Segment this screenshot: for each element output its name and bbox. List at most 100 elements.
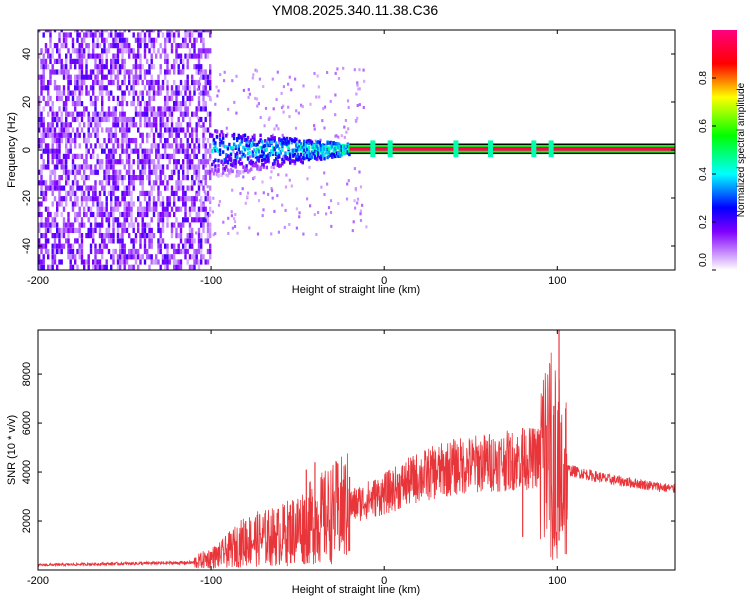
heatmap-cell (164, 122, 167, 128)
heatmap-cell (313, 213, 316, 217)
heatmap-cell (80, 43, 84, 49)
heatmap-cell (105, 111, 108, 117)
heatmap-cell (123, 132, 126, 138)
heatmap-cell (346, 150, 349, 154)
heatmap-cell (74, 169, 77, 175)
heatmap-cell (110, 211, 113, 218)
heatmap-cell (125, 37, 129, 43)
heatmap-cell (44, 222, 48, 228)
heatmap-cell (222, 220, 225, 224)
heatmap-cell (179, 196, 183, 202)
heatmap-cell (281, 141, 284, 146)
heatmap-cell (67, 180, 70, 186)
heatmap-cell (40, 222, 43, 228)
heatmap-cell (105, 143, 108, 149)
heatmap-cell (60, 248, 63, 255)
heatmap-cell (112, 122, 115, 128)
heatmap-cell (130, 222, 133, 228)
heatmap-cell (264, 143, 267, 148)
heatmap-cell (103, 211, 106, 218)
heatmap-cell (195, 196, 198, 202)
heatmap-cell (89, 32, 93, 38)
heatmap-cell (123, 217, 126, 223)
heatmap-cell (56, 264, 59, 270)
heatmap-cell (306, 177, 309, 181)
heatmap-cell (76, 37, 79, 43)
heatmap-cell (101, 53, 104, 59)
heatmap-cell (253, 175, 256, 179)
heatmap-cell (182, 127, 185, 133)
heatmap-cell (188, 254, 192, 260)
heatmap-cell (239, 157, 242, 161)
heatmap-cell (159, 238, 162, 244)
heatmap-cell (65, 127, 68, 133)
heatmap-cell (200, 233, 203, 239)
heatmap-cell (170, 143, 174, 149)
heatmap-cell (359, 185, 363, 189)
heatmap-cell (222, 162, 225, 167)
heatmap-cell (125, 190, 129, 196)
heatmap-cell (49, 74, 52, 80)
heatmap-cell (40, 122, 43, 128)
heatmap-cell (123, 222, 126, 228)
heatmap-cell (195, 146, 198, 150)
heatmap-cell (161, 143, 165, 149)
heatmap-cell (107, 227, 111, 233)
heatmap-cell (105, 90, 108, 96)
heatmap-cell (184, 79, 187, 86)
heatmap-cell (150, 169, 153, 175)
heatmap-cell (96, 169, 99, 175)
heatmap-cell (209, 122, 212, 128)
heatmap-cell (197, 248, 201, 255)
heatmap-cell (202, 37, 205, 43)
heatmap-cell (44, 30, 48, 33)
heatmap-cell (38, 127, 41, 133)
heatmap-cell (237, 136, 240, 140)
heatmap-cell (191, 196, 194, 202)
heatmap-cell (58, 95, 61, 101)
heatmap-cell (290, 184, 293, 188)
heatmap-cell (143, 69, 147, 75)
heatmap-cell (38, 122, 41, 128)
heatmap-cell (248, 168, 251, 173)
heatmap-cell (105, 233, 108, 239)
heatmap-cell (80, 248, 84, 255)
heatmap-cell (285, 173, 288, 177)
heatmap-cell (148, 90, 151, 96)
heatmap-cell (191, 53, 194, 59)
heatmap-cell (58, 196, 61, 202)
heatmap-cell (225, 173, 228, 177)
heatmap-cell (157, 48, 160, 54)
heatmap-cell (51, 101, 54, 107)
heatmap-cell (71, 180, 75, 186)
heatmap-cell (130, 164, 133, 170)
heatmap-cell (301, 156, 304, 160)
heatmap-cell (67, 238, 70, 244)
heatmap-cell (309, 139, 312, 143)
heatmap-cell (209, 196, 212, 202)
heatmap-cell (137, 148, 140, 154)
heatmap-cell (202, 206, 205, 212)
heatmap-cell (47, 153, 50, 159)
heatmap-cell (237, 133, 240, 138)
heatmap-cell (110, 79, 113, 86)
heatmap-cell (132, 264, 135, 270)
heatmap-cell (110, 58, 113, 64)
heatmap-cell (306, 152, 309, 156)
heatmap-cell (200, 116, 203, 123)
heatmap-cell (101, 164, 104, 170)
heatmap-cell (161, 106, 165, 112)
heatmap-cell (116, 74, 120, 80)
heatmap-cell (58, 180, 61, 186)
heatmap-cell (40, 90, 43, 96)
heatmap-cell (177, 222, 180, 228)
heatmap-cell (159, 85, 162, 91)
heatmap-cell (206, 233, 210, 239)
heatmap-cell (200, 248, 203, 255)
heatmap-cell (155, 143, 158, 149)
heatmap-cell (116, 259, 120, 265)
heatmap-cell (105, 259, 108, 265)
heatmap-cell (87, 74, 90, 80)
heatmap-cell (168, 211, 171, 218)
heatmap-cell (258, 77, 261, 81)
